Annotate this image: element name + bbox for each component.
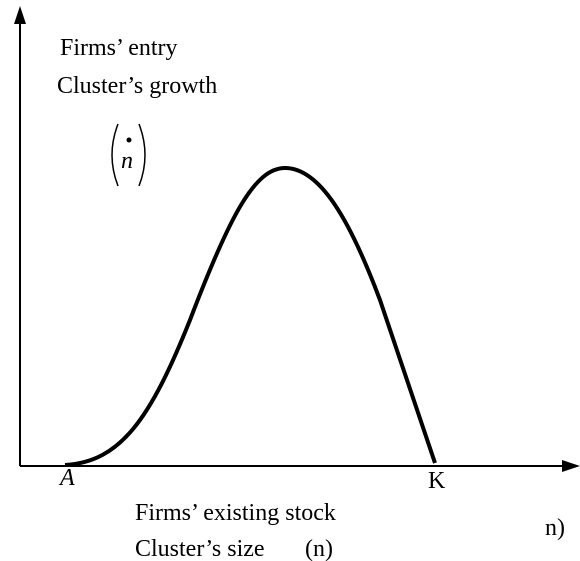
y-symbol: n — [121, 148, 133, 174]
dot — [126, 137, 132, 143]
y-axis-arrow — [14, 6, 26, 24]
curve — [64, 165, 437, 467]
x-label-line2: Cluster’s size — [135, 536, 265, 561]
y-label-line2: Cluster’s growth — [57, 73, 217, 99]
x-symbol: (n) — [305, 536, 333, 561]
paren-left — [111, 123, 119, 187]
x-axis-end: n) — [545, 515, 565, 541]
y-label-line1: Firms’ entry — [60, 35, 178, 61]
point-k: K — [428, 468, 446, 494]
x-label-line1: Firms’ existing stock — [135, 500, 336, 526]
x-axis-arrow — [562, 460, 580, 472]
point-a: A — [58, 465, 75, 491]
paren-right — [138, 123, 146, 187]
